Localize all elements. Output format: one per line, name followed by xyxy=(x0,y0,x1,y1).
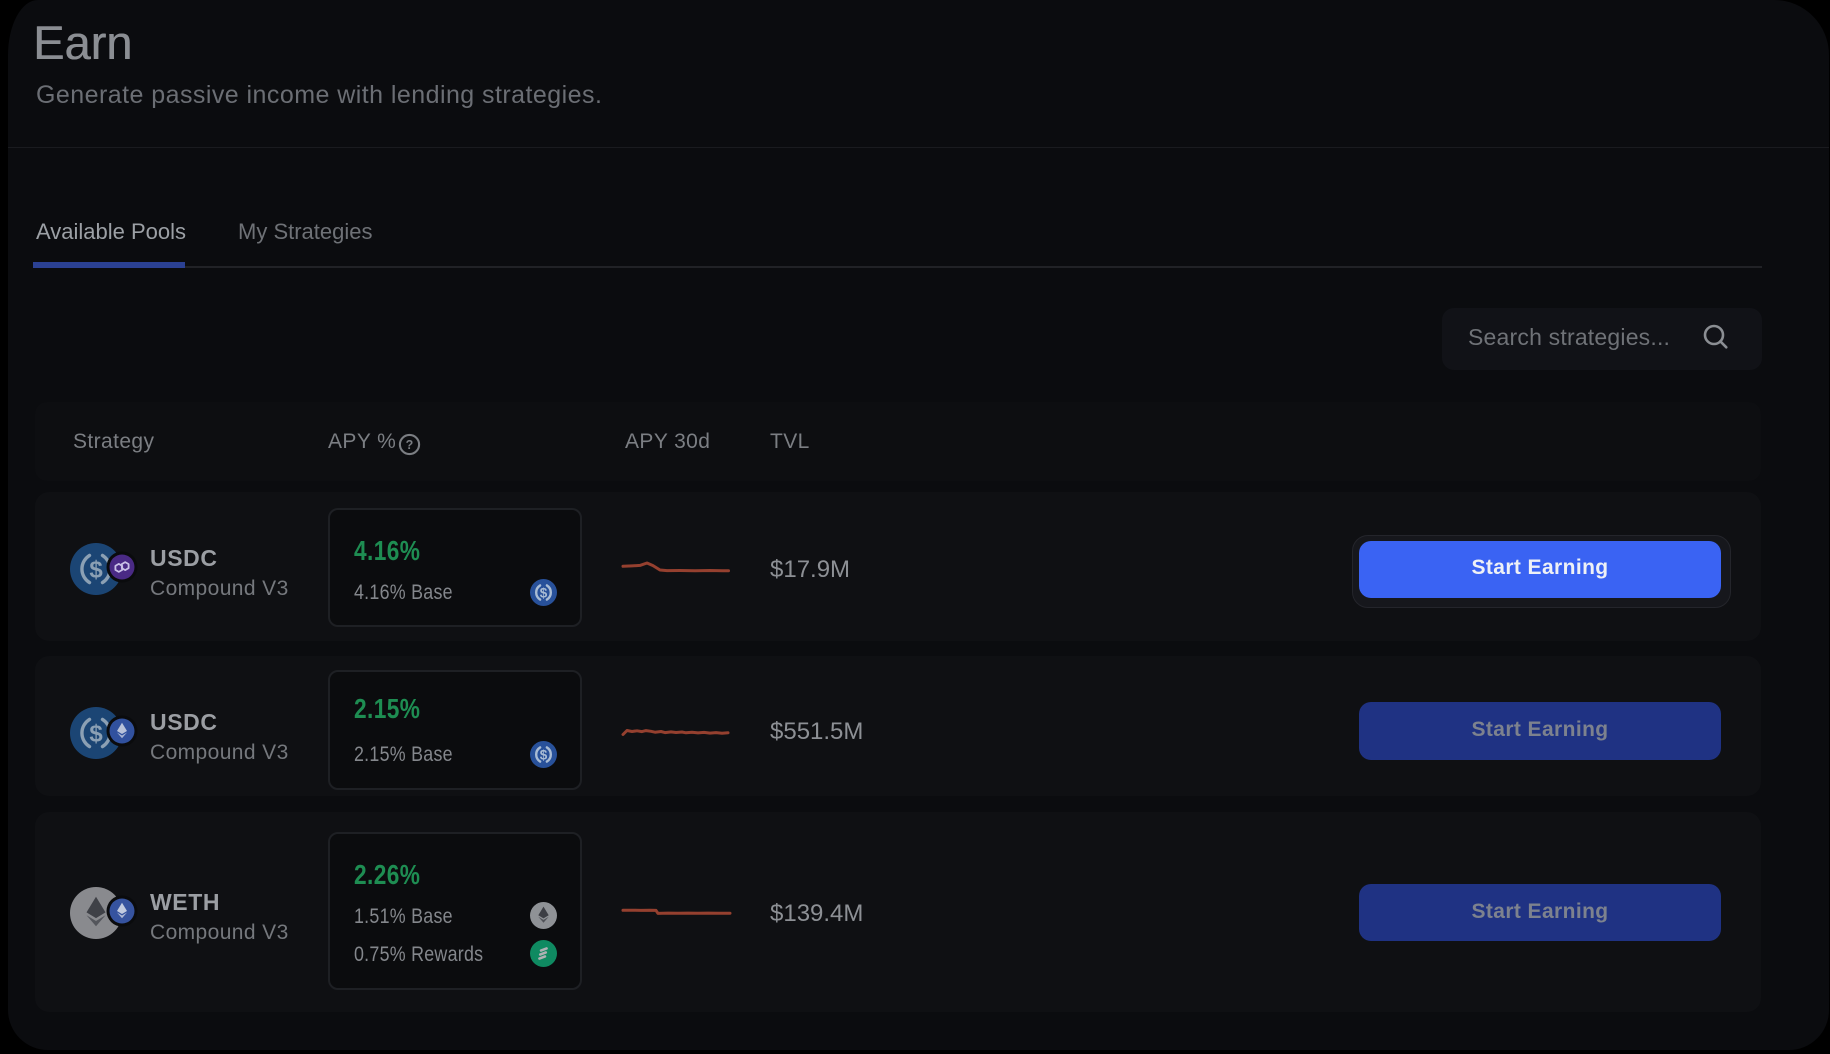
svg-text:$: $ xyxy=(89,557,103,584)
svg-text:$: $ xyxy=(540,747,548,762)
svg-text:?: ? xyxy=(406,438,414,452)
svg-text:$: $ xyxy=(540,585,548,600)
svg-text:$: $ xyxy=(89,721,103,748)
